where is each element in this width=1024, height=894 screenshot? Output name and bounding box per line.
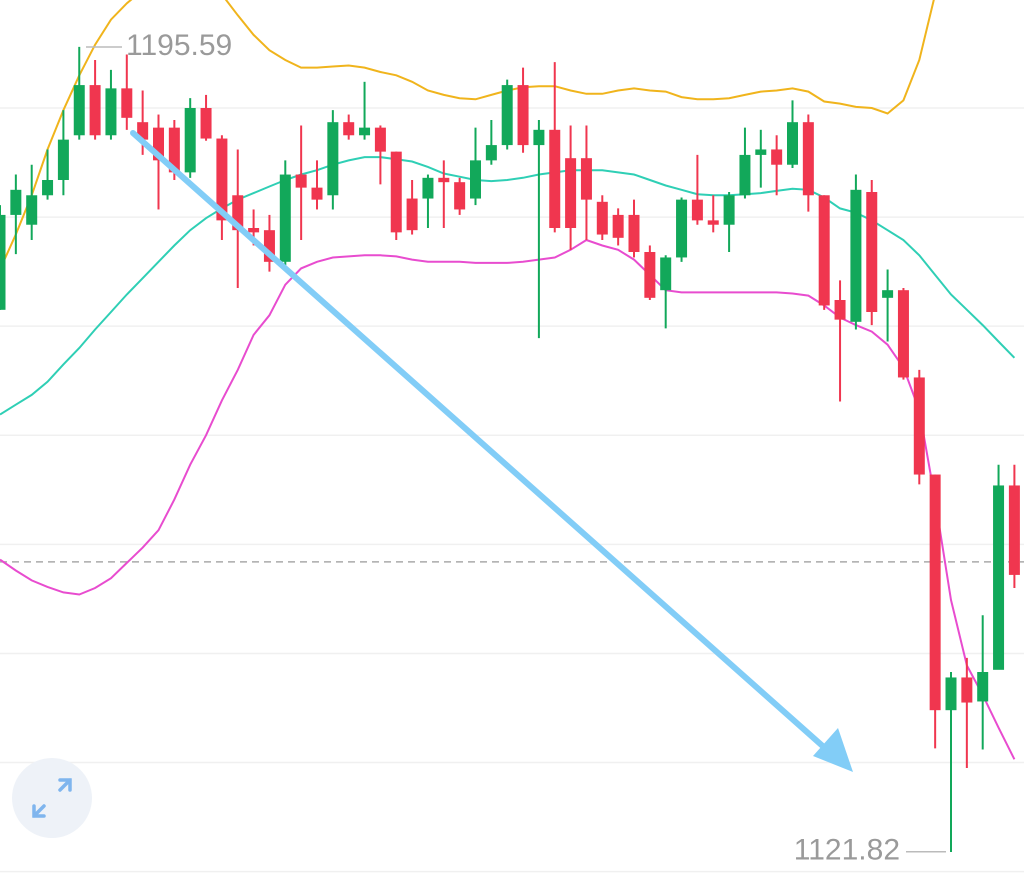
candle-body	[374, 127, 386, 152]
candle-body	[596, 201, 608, 235]
candle-body	[628, 214, 640, 252]
candle-body	[882, 290, 894, 298]
candle-body	[993, 485, 1005, 670]
candle-body	[739, 154, 751, 196]
candle-body	[0, 214, 6, 310]
candle-body	[390, 151, 402, 233]
candle-body	[216, 138, 228, 221]
candle-body	[137, 122, 149, 140]
candle-body	[1008, 485, 1020, 575]
candle-body	[818, 195, 830, 306]
candle-body	[612, 214, 624, 238]
candle-body	[485, 145, 497, 161]
trend-arrow-line	[130, 130, 838, 760]
candle-body	[89, 85, 101, 136]
candle-body	[454, 182, 466, 210]
candle-body	[897, 290, 909, 378]
candle-body	[359, 127, 371, 136]
candle-body	[501, 85, 513, 146]
candles	[0, 46, 1020, 852]
candle-body	[184, 108, 196, 173]
candle-body	[10, 189, 22, 215]
labels: 1195.59 1121.82	[86, 29, 946, 867]
candle-body	[549, 129, 561, 228]
candle-body	[676, 199, 688, 258]
candle-body	[26, 195, 38, 225]
candle-body	[42, 180, 54, 196]
candle-body	[232, 195, 244, 231]
candle-body	[850, 189, 862, 322]
min-label: 1121.82	[794, 834, 900, 867]
candle-body	[707, 220, 719, 225]
max-label: 1195.59	[126, 29, 232, 62]
expand-button-bg[interactable]	[12, 758, 92, 838]
candle-body	[723, 195, 735, 225]
candle-body	[406, 198, 418, 231]
candle-body	[57, 139, 69, 180]
candle-body	[644, 252, 656, 298]
candle-body	[977, 672, 989, 702]
band-line	[0, 238, 1016, 760]
candle-body	[834, 300, 846, 320]
candle-body	[105, 88, 117, 136]
candle-body	[787, 122, 798, 165]
candle-body	[565, 158, 577, 228]
trend-arrow-head	[813, 728, 853, 772]
candle-body	[200, 108, 212, 139]
candle-body	[580, 158, 592, 200]
candle-body	[660, 257, 672, 291]
candle-body	[422, 177, 434, 199]
candle-body	[802, 122, 814, 196]
candle-body	[121, 88, 133, 118]
candle-body	[327, 122, 339, 196]
candle-body	[73, 85, 85, 136]
candle-body	[279, 174, 291, 262]
candle-body	[929, 474, 941, 711]
candle-body	[343, 122, 355, 136]
candle-body	[945, 677, 957, 711]
candle-body	[755, 149, 767, 155]
candle-body	[311, 187, 323, 200]
candle-body	[263, 230, 275, 262]
candle-body	[691, 199, 703, 221]
candle-body	[248, 228, 260, 233]
band-line	[0, 156, 1016, 416]
grid	[0, 107, 1024, 873]
candle-body	[295, 174, 307, 188]
candle-body	[533, 129, 545, 146]
candle-body	[866, 192, 878, 312]
candle-body	[470, 160, 481, 199]
candle-body	[168, 127, 180, 173]
expand-icon[interactable]	[32, 778, 72, 818]
expand-button[interactable]	[12, 758, 92, 838]
candle-body	[517, 85, 529, 146]
candle-body	[961, 677, 973, 703]
candle-body	[771, 149, 783, 165]
candle-body	[438, 177, 450, 183]
candle-body	[153, 127, 164, 161]
candle-body	[913, 377, 925, 475]
